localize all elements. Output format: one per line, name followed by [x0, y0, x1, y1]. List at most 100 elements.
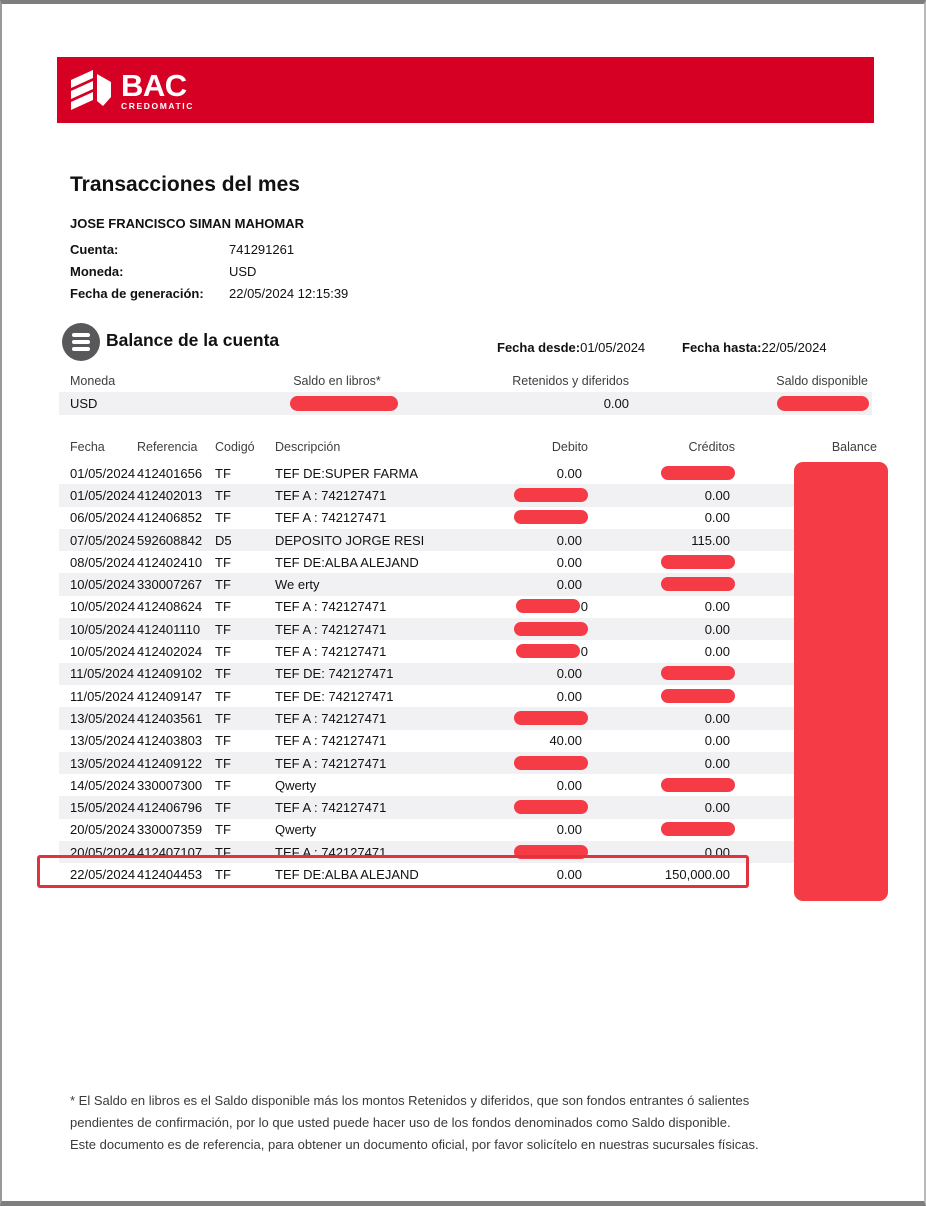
cell-descripcion: TEF A : 742127471 [275, 621, 387, 637]
redacted-saldo-libros-pill [290, 396, 398, 411]
section-title-balance: Balance de la cuenta [106, 330, 280, 350]
col-header-creditos: Créditos [688, 440, 735, 454]
amount-value: 0.00 [556, 866, 582, 882]
table-row: 20/05/2024 330007359 TF Qwerty 0.00 [59, 819, 888, 841]
cell-descripcion: TEF DE: 742127471 [275, 688, 394, 704]
cell-debito [442, 487, 588, 503]
cell-credito: 0.00 [588, 622, 735, 637]
cell-referencia: 412402410 [137, 554, 203, 570]
cell-fecha: 15/05/2024 [70, 800, 136, 816]
amount-value: 0.00 [704, 800, 730, 816]
cell-referencia: 412408624 [137, 599, 203, 615]
table-row: 14/05/2024 330007300 TF Qwerty 0.00 [59, 774, 888, 796]
cell-debito [442, 800, 588, 815]
amount-value: 40.00 [549, 733, 582, 749]
cell-credito: 115.00 [588, 533, 735, 548]
amount-value: 0.00 [704, 621, 730, 637]
col-header-fecha: Fecha [70, 440, 105, 454]
cell-codigo: TF [215, 866, 231, 882]
cell-credito [588, 822, 735, 837]
col-header-debito: Debito [551, 440, 588, 454]
cell-descripcion: TEF A : 742127471 [275, 710, 387, 726]
cell-referencia: 330007300 [137, 777, 203, 793]
cell-codigo: TF [215, 800, 231, 816]
cell-codigo: TF [215, 822, 231, 838]
cell-referencia: 412406796 [137, 800, 203, 816]
cell-referencia: 412404453 [137, 866, 203, 882]
brand-banner: BAC CREDOMATIC [57, 57, 874, 123]
cell-referencia: 412402024 [137, 644, 203, 660]
cell-codigo: TF [215, 510, 231, 526]
amount-value: 0.00 [556, 777, 582, 793]
cell-descripcion: TEF A : 742127471 [275, 733, 387, 749]
cell-fecha: 01/05/2024 [70, 487, 136, 503]
account-info: Cuenta: 741291261 Moneda: USD Fecha de g… [70, 238, 348, 304]
summary-row: USD 0.00 [59, 392, 872, 415]
cell-debito: 0.00 [442, 666, 588, 681]
cell-referencia: 412403803 [137, 733, 203, 749]
amount-value: 0.00 [704, 755, 730, 771]
page-title: Transacciones del mes [70, 173, 300, 196]
cell-referencia: 412402013 [137, 487, 203, 503]
amount-value: 0.00 [704, 599, 730, 615]
cell-credito: 0.00 [588, 756, 735, 771]
cell-referencia: 412409102 [137, 666, 203, 682]
redacted-amount-pill [514, 487, 588, 502]
redacted-saldo-disponible-pill [777, 396, 869, 411]
redacted-amount-pill [661, 554, 735, 569]
cell-codigo: TF [215, 666, 231, 682]
table-row: 06/05/2024 412406852 TF TEF A : 742127471 0.… [59, 507, 888, 529]
bac-logo: BAC CREDOMATIC [70, 67, 194, 113]
cell-referencia: 412401110 [137, 621, 201, 637]
summary-moneda-value: USD [70, 396, 98, 411]
table-row: 13/05/2024 412403561 TF TEF A : 742127471 0.… [59, 707, 888, 730]
cell-referencia: 592608842 [137, 532, 203, 548]
table-row: 10/05/2024 330007267 TF We erty 0.00 [59, 573, 888, 597]
table-row: 01/05/2024 412402013 TF TEF A : 742127471 0.… [59, 484, 888, 507]
redacted-amount-pill [514, 510, 588, 525]
redacted-amount-pill [514, 710, 588, 725]
cell-credito: 0.00 [588, 711, 735, 726]
cell-debito: 0.00 [442, 778, 588, 793]
table-row: 10/05/2024 412402024 TF TEF A : 742127471 0 0… [59, 640, 888, 662]
table-row: 11/05/2024 412409102 TF TEF DE: 742127471 0.… [59, 662, 888, 686]
table-row: 08/05/2024 412402410 TF TEF DE:ALBA ALEJAND… [59, 551, 888, 573]
amount-value: 0.00 [556, 577, 582, 593]
cell-fecha: 08/05/2024 [70, 554, 136, 570]
cell-descripcion: Qwerty [275, 777, 317, 793]
cell-referencia: 330007359 [137, 822, 203, 838]
footnote: * El Saldo en libros es el Saldo disponi… [70, 1090, 850, 1156]
cell-referencia: 412403561 [137, 710, 203, 726]
table-row: 13/05/2024 412403803 TF TEF A : 742127471 40… [59, 730, 888, 752]
transactions-header: Fecha Referencia Codigó Descripción Debi… [59, 440, 888, 454]
transactions-rows: 01/05/2024 412401656 TF TEF DE:SUPER FARMA 0… [59, 462, 888, 886]
info-label-moneda: Moneda: [70, 263, 124, 279]
table-row: 15/05/2024 412406796 TF TEF A : 742127471 0.… [59, 796, 888, 820]
col-header-descripcion: Descripción [275, 440, 341, 454]
cell-credito: 150,000.00 [588, 867, 735, 882]
table-row: 07/05/2024 592608842 D5 DEPOSITO JORGE RESI… [59, 528, 888, 552]
redacted-amount-pill [514, 755, 588, 770]
date-to: Fecha hasta:22/05/2024 [682, 340, 827, 355]
cell-descripcion: DEPOSITO JORGE RESI [275, 532, 425, 548]
redacted-amount-pill [515, 644, 580, 659]
balance-redaction-block [794, 462, 888, 901]
date-from-label: Fecha desde: [497, 340, 581, 355]
cell-debito: 0 [442, 644, 588, 659]
cell-fecha: 11/05/2024 [70, 688, 135, 704]
table-row: 22/05/2024 412404453 TF TEF DE:ALBA ALEJAND… [59, 863, 888, 885]
amount-value: 0.00 [556, 554, 582, 570]
amount-value: 0.00 [556, 688, 582, 704]
amount-value: 0.00 [704, 733, 730, 749]
redacted-amount-pill [661, 822, 735, 837]
cell-referencia: 412401656 [137, 465, 203, 481]
cell-descripcion: TEF A : 742127471 [275, 510, 387, 526]
footnote-line: Este documento es de referencia, para ob… [70, 1137, 759, 1152]
table-row: 01/05/2024 412401656 TF TEF DE:SUPER FARMA 0… [59, 462, 888, 484]
cell-debito: 0.00 [442, 689, 588, 704]
account-info-row: Moneda: USD [70, 260, 348, 282]
cell-fecha: 13/05/2024 [70, 733, 136, 749]
amount-value: 0.00 [556, 532, 582, 548]
cell-codigo: TF [215, 755, 231, 771]
